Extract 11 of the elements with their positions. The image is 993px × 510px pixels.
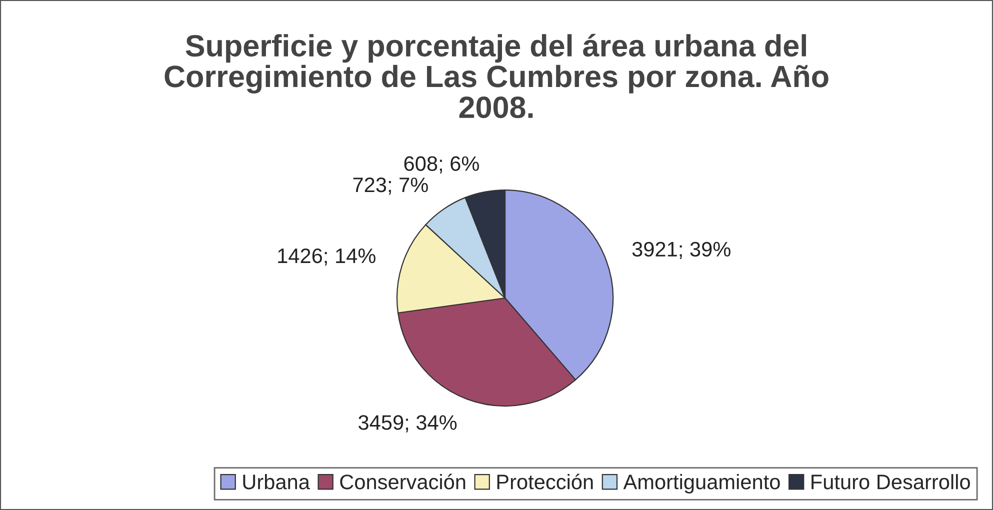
data-label: 1426; 14% bbox=[278, 248, 376, 266]
legend-label: Urbana bbox=[243, 474, 310, 490]
legend-label: Futuro Desarrollo bbox=[812, 474, 970, 490]
data-label: 608; 6% bbox=[404, 156, 479, 174]
data-label: 723; 7% bbox=[353, 177, 428, 195]
legend-label: Conservación bbox=[340, 474, 466, 490]
data-label: 3921; 39% bbox=[632, 242, 730, 260]
chart-title: Superficie y porcentaje del área urbana del Corregimiento de Las Cumbres por zona. Año 2008. bbox=[164, 34, 828, 118]
legend-label: Amortiguamiento bbox=[623, 474, 780, 494]
data-label: 3459; 34% bbox=[358, 415, 457, 432]
legend-label: Protección bbox=[497, 474, 593, 490]
